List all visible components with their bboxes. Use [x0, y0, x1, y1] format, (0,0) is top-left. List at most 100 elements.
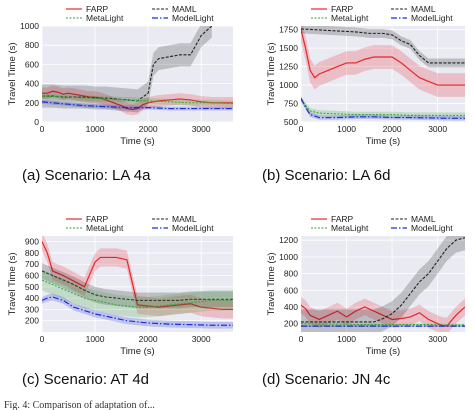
legend: FARP MAML MetaLight ModelLight	[311, 4, 453, 23]
series-group	[42, 236, 233, 329]
series-line-maml	[301, 28, 465, 64]
series-band-metalight	[42, 269, 233, 318]
legend-label-farp: FARP	[86, 214, 109, 224]
chart-panel-3: 0 1000 2000 3000 200 400 600 800 1000 1200 Time (s…	[262, 214, 465, 388]
series-line-farp	[301, 304, 465, 327]
chart-caption: (a) Scenario: LA 4a	[22, 167, 151, 184]
y-tick-label: 800	[284, 269, 298, 279]
y-tick-label: 400	[25, 293, 39, 303]
x-tick-label: 2000	[139, 334, 158, 344]
series-line-metalight	[42, 95, 233, 105]
series-line-modellight	[301, 98, 465, 119]
legend-label-maml: MAML	[411, 4, 436, 14]
legend-label-farp: FARP	[331, 4, 354, 14]
chart-caption: (d) Scenario: JN 4c	[262, 371, 391, 388]
y-tick-label: 500	[284, 117, 298, 127]
y-tick-label: 1000	[279, 80, 298, 90]
x-tick-label: 2000	[383, 334, 402, 344]
x-axis-label: Time (s)	[366, 346, 400, 357]
x-axis-label: Time (s)	[120, 346, 154, 357]
y-tick-label: 300	[25, 304, 39, 314]
x-tick-label: 0	[299, 124, 304, 134]
y-tick-label: 800	[25, 40, 39, 50]
series-band-maml	[42, 26, 212, 113]
series-line-maml	[42, 26, 213, 102]
legend-label-metalight: MetaLight	[331, 223, 369, 233]
y-tick-label: 700	[25, 259, 39, 269]
x-tick-label: 2000	[383, 124, 402, 134]
legend-label-metalight: MetaLight	[86, 223, 124, 233]
series-group	[301, 236, 465, 332]
series-band-maml	[42, 263, 233, 309]
y-tick-label: 1500	[279, 43, 298, 53]
y-axis-label: Travel Time (s)	[7, 253, 18, 316]
y-tick-label: 1250	[279, 62, 298, 72]
x-tick-label: 3000	[428, 334, 447, 344]
y-tick-label: 0	[34, 117, 39, 127]
y-tick-label: 1000	[279, 252, 298, 262]
legend-label-metalight: MetaLight	[331, 13, 369, 23]
y-tick-label: 1750	[279, 25, 298, 35]
y-tick-label: 600	[25, 59, 39, 69]
legend-label-modellight: ModelLight	[172, 223, 214, 233]
x-tick-label: 3000	[192, 124, 211, 134]
y-tick-label: 900	[25, 237, 39, 247]
y-tick-label: 200	[284, 319, 298, 329]
x-tick-label: 1000	[86, 124, 105, 134]
y-tick-label: 200	[25, 316, 39, 326]
x-tick-label: 1000	[86, 334, 105, 344]
legend-label-modellight: ModelLight	[411, 13, 453, 23]
y-tick-label: 600	[284, 285, 298, 295]
x-tick-label: 0	[40, 124, 45, 134]
y-tick-label: 200	[25, 98, 39, 108]
y-tick-label: 1200	[279, 235, 298, 245]
x-tick-label: 3000	[428, 124, 447, 134]
series-line-farp	[42, 90, 233, 111]
series-line-metalight	[301, 323, 465, 326]
y-axis-label: Travel Time (s)	[7, 43, 18, 106]
series-line-metalight	[301, 99, 465, 116]
chart-caption: (b) Scenario: LA 6d	[262, 167, 390, 184]
legend: FARP MAML MetaLight ModelLight	[66, 4, 214, 23]
chart-caption: (c) Scenario: AT 4d	[22, 371, 149, 388]
x-tick-label: 1000	[337, 334, 356, 344]
x-tick-label: 0	[40, 334, 45, 344]
series-group	[301, 26, 465, 121]
figure-footer-text: Fig. 4: Comparison of adaptation of...	[4, 400, 155, 410]
x-tick-label: 3000	[192, 334, 211, 344]
series-line-modellight	[42, 101, 233, 110]
y-tick-label: 500	[25, 282, 39, 292]
legend-label-maml: MAML	[172, 4, 197, 14]
series-band-farp	[301, 296, 465, 332]
y-axis-label: Travel Time (s)	[266, 43, 277, 106]
series-line-farp	[42, 241, 233, 311]
legend-label-maml: MAML	[172, 214, 197, 224]
y-tick-label: 800	[25, 248, 39, 258]
series-band-maml	[301, 26, 465, 68]
y-axis-label: Travel Time (s)	[266, 253, 277, 316]
series-band-farp	[42, 236, 233, 319]
series-band-farp	[42, 85, 233, 116]
y-tick-label: 750	[284, 99, 298, 109]
legend-label-maml: MAML	[411, 214, 436, 224]
chart-panel-1: 0 1000 2000 3000 500 750 1000 1250 1500 1750 Time …	[262, 4, 465, 184]
x-axis-label: Time (s)	[120, 136, 154, 147]
y-tick-label: 1000	[20, 21, 39, 31]
legend-label-farp: FARP	[331, 214, 354, 224]
series-line-maml	[42, 270, 233, 301]
legend: FARP MAML MetaLight ModelLight	[66, 214, 214, 233]
y-tick-label: 400	[284, 302, 298, 312]
series-band-modellight	[42, 99, 233, 111]
legend-label-modellight: ModelLight	[172, 13, 214, 23]
x-axis-label: Time (s)	[366, 136, 400, 147]
x-tick-label: 0	[299, 334, 304, 344]
x-tick-label: 1000	[337, 124, 356, 134]
legend: FARP MAML MetaLight ModelLight	[311, 214, 453, 233]
series-line-farp	[301, 29, 465, 86]
legend-label-modellight: ModelLight	[411, 223, 453, 233]
series-line-maml	[301, 237, 465, 323]
y-tick-label: 400	[25, 79, 39, 89]
y-tick-label: 600	[25, 271, 39, 281]
